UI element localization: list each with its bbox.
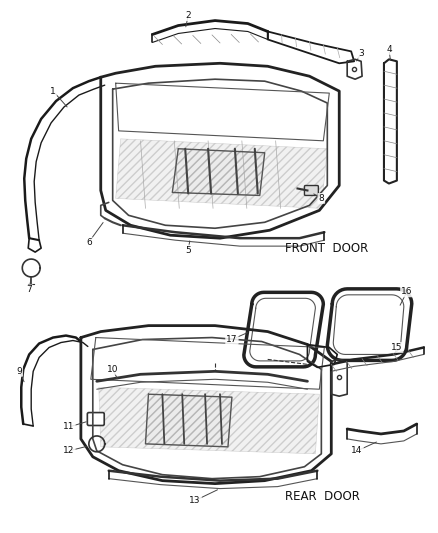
Text: 8: 8 <box>318 194 324 203</box>
Text: 15: 15 <box>390 343 402 352</box>
Polygon shape <box>99 387 318 454</box>
Polygon shape <box>145 394 231 447</box>
Text: 9: 9 <box>16 367 22 376</box>
Text: FRONT  DOOR: FRONT DOOR <box>284 241 367 255</box>
Polygon shape <box>172 149 264 196</box>
FancyBboxPatch shape <box>87 413 104 425</box>
Text: 11: 11 <box>63 423 74 432</box>
Polygon shape <box>115 139 327 208</box>
Text: 4: 4 <box>385 45 391 54</box>
Text: 16: 16 <box>400 287 412 296</box>
Text: 3: 3 <box>357 49 363 58</box>
Text: 10: 10 <box>107 365 118 374</box>
Text: 14: 14 <box>351 446 362 455</box>
FancyBboxPatch shape <box>304 185 318 196</box>
Text: 2: 2 <box>185 11 191 20</box>
Text: 12: 12 <box>63 446 74 455</box>
Text: 5: 5 <box>185 246 191 255</box>
Text: 1: 1 <box>50 87 56 95</box>
Text: 6: 6 <box>86 238 92 247</box>
Text: 7: 7 <box>26 285 32 294</box>
Text: REAR  DOOR: REAR DOOR <box>284 490 359 503</box>
Text: 17: 17 <box>226 335 237 344</box>
Text: 13: 13 <box>189 496 201 505</box>
